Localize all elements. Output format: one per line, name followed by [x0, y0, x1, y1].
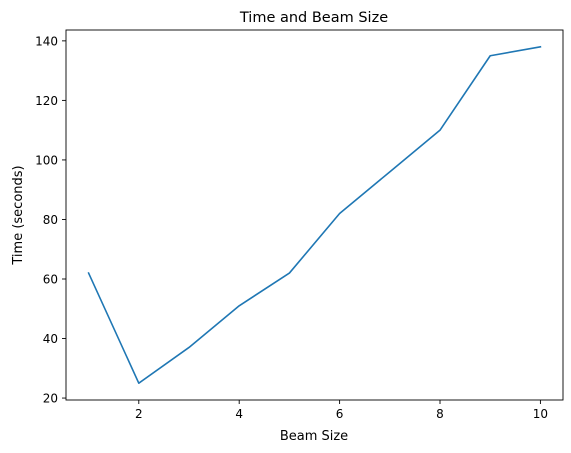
- plot-frame: [65, 29, 564, 401]
- x-axis-label: Beam Size: [280, 429, 348, 444]
- axis-ticks: 2 4 6 8 10 20 40 60 80 100 120 140: [35, 34, 548, 421]
- x-tick-label: 8: [436, 407, 444, 421]
- y-tick-label: 20: [43, 392, 58, 406]
- chart-title: Time and Beam Size: [239, 10, 388, 26]
- x-tick-label: 4: [235, 407, 243, 421]
- y-tick-label: 120: [35, 94, 58, 108]
- y-tick-label: 140: [35, 34, 58, 48]
- y-tick-label: 60: [43, 272, 58, 286]
- x-tick-label: 2: [135, 407, 143, 421]
- y-tick-label: 40: [43, 332, 58, 346]
- x-tick-label: 10: [533, 407, 548, 421]
- plot-area: [87, 45, 542, 384]
- x-tick-label: 6: [336, 407, 344, 421]
- y-tick-label: 100: [35, 153, 58, 167]
- series-line-1: [87, 45, 542, 384]
- y-tick-label: 80: [43, 213, 58, 227]
- y-axis-label: Time (seconds): [11, 165, 26, 265]
